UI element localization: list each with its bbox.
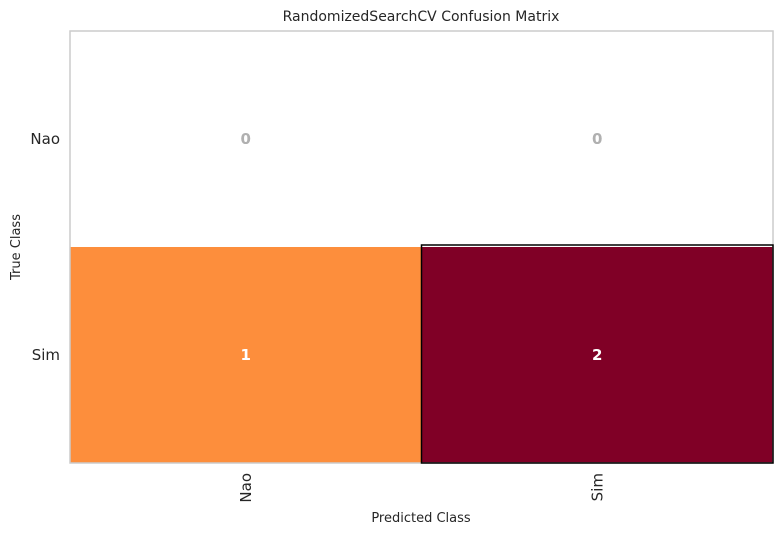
y-tick-label: Nao bbox=[30, 130, 60, 148]
cell-nao-sim bbox=[421, 31, 773, 247]
highlight-layer bbox=[420, 244, 774, 464]
cell-sim-nao bbox=[70, 247, 422, 463]
cell-value-label: 0 bbox=[241, 130, 251, 148]
x-tick-label: Nao bbox=[237, 473, 255, 503]
cell-value-label: 0 bbox=[592, 130, 602, 148]
y-tick-label: Sim bbox=[32, 346, 60, 364]
chart-title: RandomizedSearchCV Confusion Matrix bbox=[283, 9, 560, 25]
labels-layer: 0 0 1 2 bbox=[241, 130, 603, 364]
x-tick-label: Sim bbox=[588, 473, 606, 501]
y-axis-label: True Class bbox=[9, 214, 24, 281]
cell-sim-sim bbox=[421, 247, 773, 463]
cells-layer bbox=[70, 31, 773, 463]
x-axis-label: Predicted Class bbox=[371, 511, 471, 526]
diagonal-highlight-border bbox=[420, 244, 774, 464]
cell-nao-nao bbox=[70, 31, 422, 247]
cell-value-label: 1 bbox=[241, 346, 251, 364]
cell-value-label: 2 bbox=[592, 346, 602, 364]
ticks-layer: Nao Sim Nao Sim bbox=[30, 130, 606, 503]
